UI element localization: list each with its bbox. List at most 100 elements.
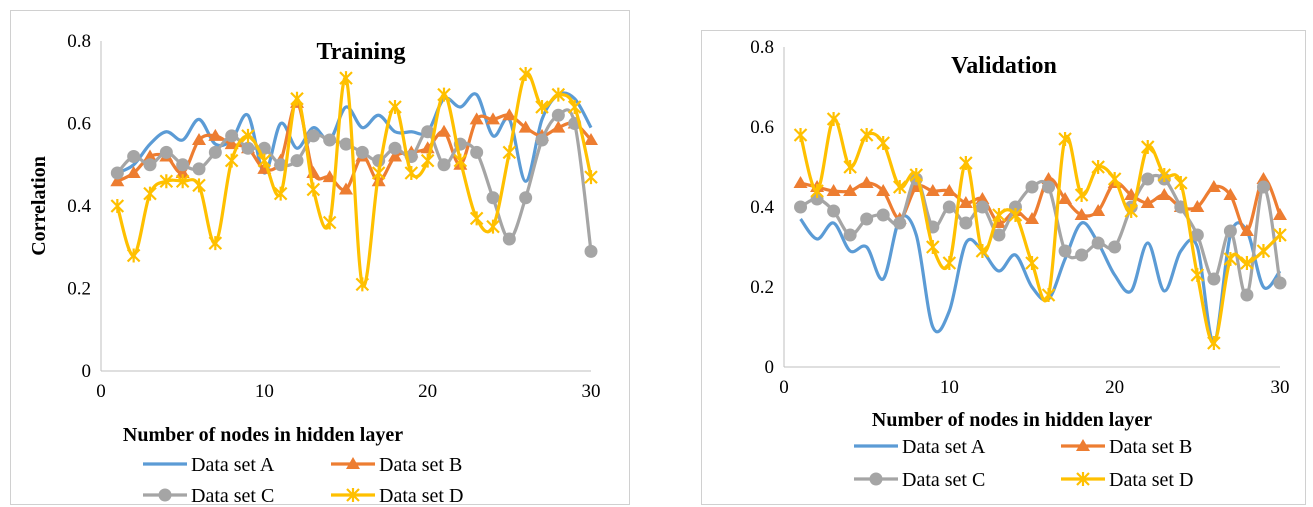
data-point [339, 137, 353, 151]
data-point [876, 208, 890, 222]
x-tick-label: 10 [940, 377, 959, 398]
x-tick-label: 20 [418, 381, 437, 402]
legend-marker [1076, 439, 1090, 451]
data-point [192, 133, 206, 145]
data-point [126, 166, 141, 178]
data-point [959, 216, 973, 230]
data-point [860, 212, 874, 226]
data-point [1124, 204, 1138, 218]
data-point [1256, 180, 1270, 194]
data-point [110, 199, 125, 213]
legend-entry: Data set A [854, 436, 986, 458]
validation-chart-panel: 0 0.2 0.4 0.6 0.8 0 10 20 30 Validation Number of … [701, 30, 1306, 505]
series-data-set-d [793, 112, 1287, 350]
data-point [1240, 288, 1254, 302]
data-point [1207, 272, 1221, 286]
data-point [810, 184, 824, 198]
data-point [1025, 256, 1039, 270]
data-point [1273, 276, 1287, 290]
data-point [127, 150, 141, 163]
data-point [192, 178, 206, 193]
data-point [1091, 204, 1106, 216]
data-point [225, 129, 239, 143]
data-point [469, 211, 484, 226]
validation-chart: 0 0.2 0.4 0.6 0.8 0 10 20 30 Validation Number of … [750, 37, 1289, 491]
data-point [371, 166, 386, 180]
legend-label: Data set D [1109, 469, 1193, 491]
legend-entry: Data set C [143, 485, 274, 506]
data-point [224, 137, 239, 150]
data-point [208, 145, 222, 159]
data-point [958, 196, 973, 208]
data-point [518, 67, 533, 81]
data-point [1190, 228, 1204, 242]
x-axis-title: Number of nodes in hidden layer [123, 424, 403, 446]
y-tick-label: 0 [82, 361, 92, 382]
y-tick-label: 0.6 [750, 117, 774, 138]
data-point [322, 215, 337, 230]
y-tick-label: 0.2 [67, 279, 91, 300]
data-point [1140, 196, 1155, 208]
data-point [859, 176, 874, 188]
data-point [584, 133, 598, 145]
data-point [110, 174, 125, 187]
data-point [208, 128, 223, 141]
data-point [794, 200, 808, 214]
x-tick-label: 30 [582, 381, 601, 402]
data-point [274, 158, 288, 172]
legend-marker [346, 457, 360, 469]
data-point [1025, 212, 1039, 224]
data-point [925, 184, 940, 196]
y-axis-title: Correlation [28, 156, 50, 256]
data-point [793, 176, 808, 188]
data-point [437, 158, 451, 172]
data-point [1058, 244, 1072, 258]
data-point [502, 232, 516, 246]
legend-label: Data set C [902, 469, 985, 491]
legend-label: Data set D [379, 485, 463, 506]
series-data-set-c [110, 108, 598, 258]
data-point [551, 120, 566, 133]
data-point [290, 91, 304, 106]
data-point [992, 208, 1006, 222]
data-point [486, 112, 500, 125]
legend-entry: Data set A [143, 454, 275, 476]
data-point [110, 166, 124, 180]
data-point [567, 100, 582, 114]
data-point [1273, 208, 1287, 220]
data-point [1074, 188, 1089, 202]
data-point [535, 100, 549, 114]
legend-marker [869, 472, 883, 486]
data-point [1206, 180, 1221, 192]
data-point [519, 191, 533, 205]
data-point [876, 184, 891, 196]
data-point [486, 191, 500, 205]
data-point [273, 186, 288, 201]
data-point [421, 125, 435, 139]
data-point [1074, 208, 1089, 220]
data-point [942, 184, 957, 196]
data-point [1141, 172, 1155, 186]
data-point [1091, 236, 1105, 250]
data-point [1273, 228, 1287, 242]
data-point [992, 228, 1006, 242]
y-tick-label: 0 [765, 357, 775, 378]
data-point [1157, 168, 1172, 182]
legend-label: Data set A [902, 436, 986, 458]
data-point [437, 124, 451, 137]
data-point [143, 186, 157, 201]
data-point [1075, 248, 1089, 262]
data-point [1190, 268, 1205, 282]
data-point [584, 170, 598, 185]
data-point [1058, 132, 1072, 146]
data-point [1042, 180, 1056, 194]
data-point [502, 108, 517, 121]
data-point [1108, 240, 1122, 254]
series-line [115, 71, 593, 288]
data-point [975, 192, 990, 204]
legend-marker [346, 488, 360, 502]
data-point [1223, 224, 1237, 238]
data-point [584, 244, 598, 258]
chart-title: Validation [951, 53, 1057, 79]
data-point [323, 133, 337, 147]
